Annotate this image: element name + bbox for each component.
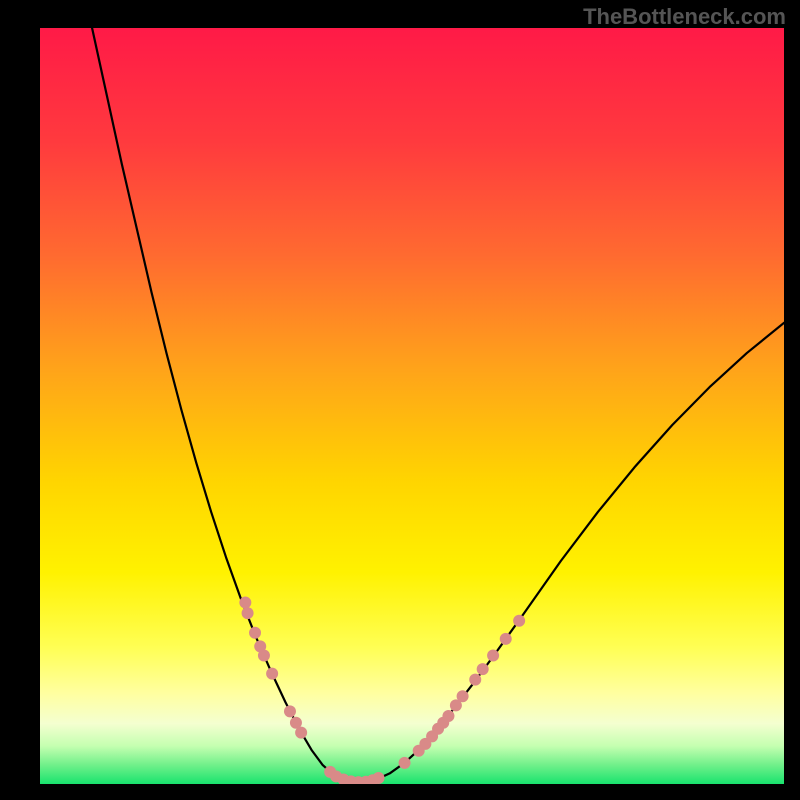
data-dot xyxy=(457,690,469,702)
data-dot xyxy=(477,663,489,675)
data-dot xyxy=(500,633,512,645)
frame-border xyxy=(0,784,800,800)
frame-border xyxy=(784,0,800,800)
data-dot xyxy=(513,615,525,627)
data-dot xyxy=(469,674,481,686)
data-dot xyxy=(249,627,261,639)
chart-plot xyxy=(40,28,784,784)
data-dot xyxy=(284,705,296,717)
data-dot xyxy=(487,649,499,661)
frame-border xyxy=(0,0,40,800)
data-dot xyxy=(295,727,307,739)
data-dot xyxy=(399,757,411,769)
data-dot xyxy=(266,668,278,680)
data-dot xyxy=(442,710,454,722)
watermark-text: TheBottleneck.com xyxy=(583,4,786,30)
data-dot xyxy=(242,607,254,619)
data-dot xyxy=(373,772,385,784)
data-dot xyxy=(258,649,270,661)
chart-background xyxy=(40,28,784,784)
data-dot xyxy=(239,597,251,609)
